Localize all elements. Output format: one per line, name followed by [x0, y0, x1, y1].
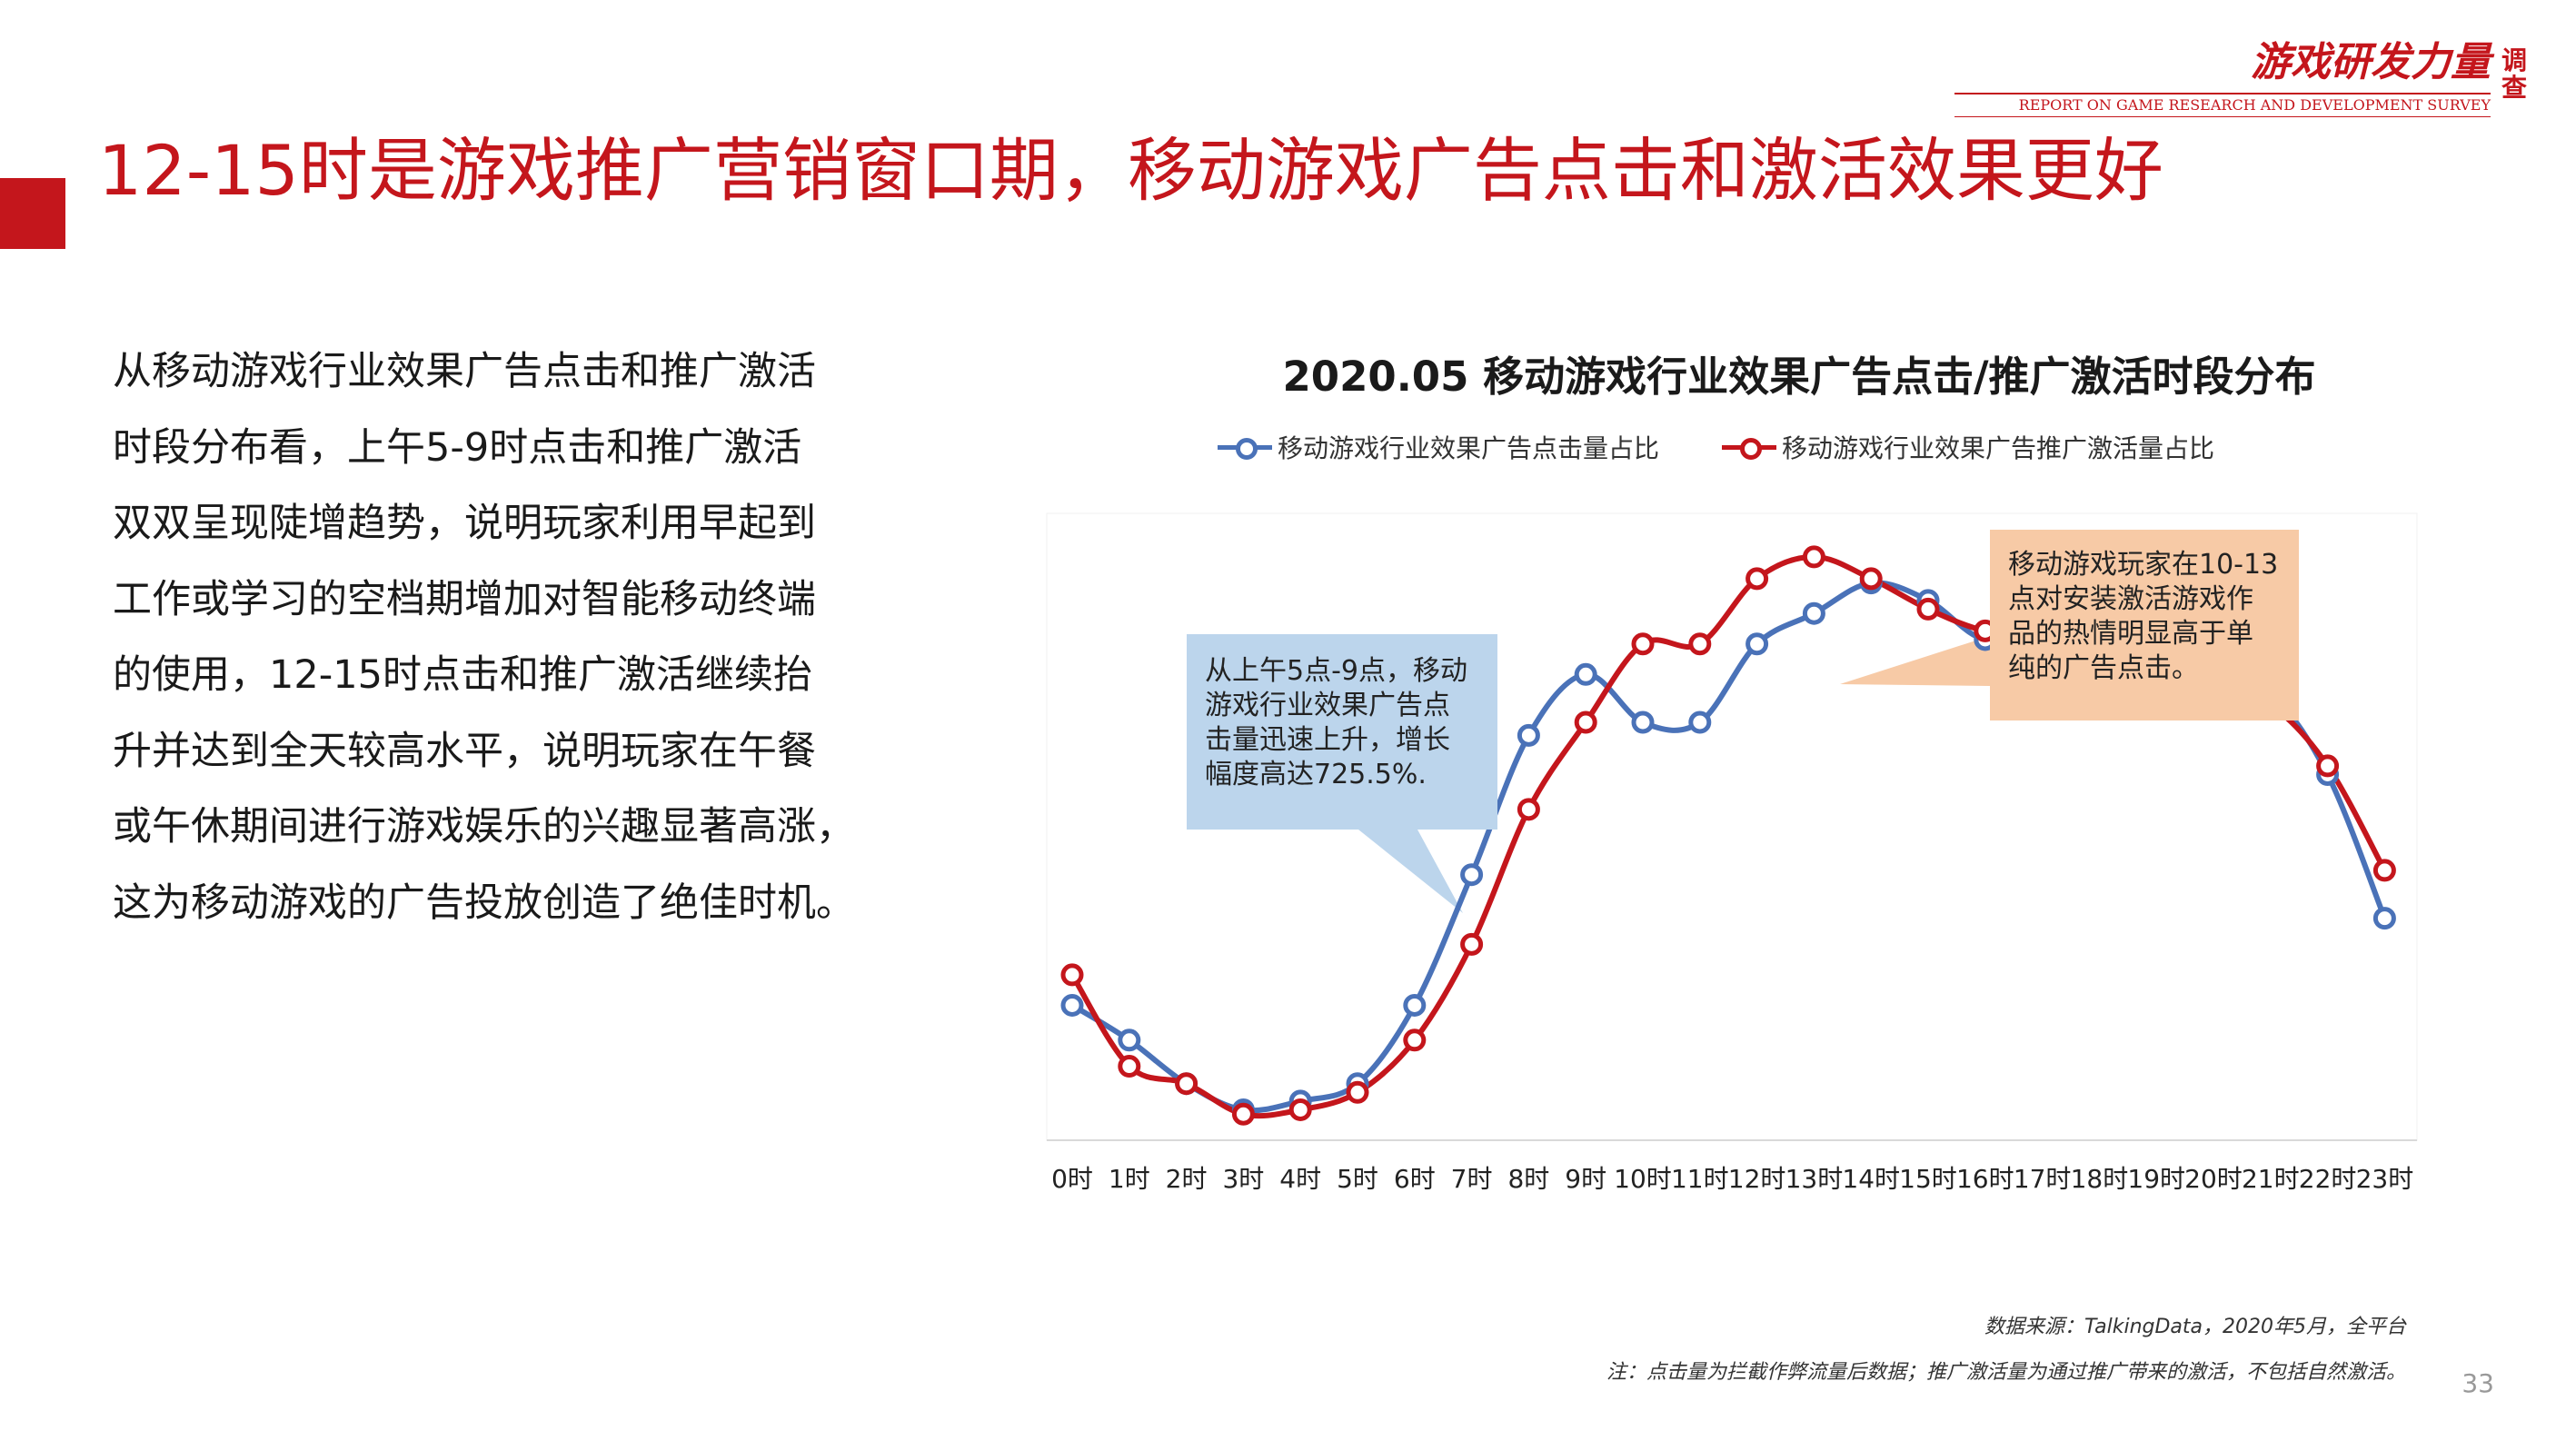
- x-tick-label: 3时: [1222, 1164, 1264, 1194]
- x-tick-label: 0时: [1051, 1164, 1093, 1194]
- legend-label: 移动游戏行业效果广告点击量占比: [1278, 433, 1660, 463]
- x-tick-label: 4时: [1279, 1164, 1321, 1194]
- x-tick-label: 9时: [1565, 1164, 1606, 1194]
- callout-right-pointer: [1840, 636, 1990, 686]
- data-point-activations: [1859, 567, 1883, 591]
- data-point-clicks: [1517, 723, 1540, 747]
- body-line: 或午休期间进行游戏娱乐的兴趣显著高涨，: [113, 804, 855, 850]
- x-tick-label: 10时: [1614, 1164, 1672, 1194]
- body-line: 的使用，12-15时点击和推广激活继续抬: [113, 652, 812, 698]
- x-tick-label: 19时: [2127, 1164, 2185, 1194]
- body-line: 这为移动游戏的广告投放创造了绝佳时机。: [113, 879, 855, 926]
- data-point-activations: [1746, 567, 1769, 591]
- data-point-clicks: [1631, 711, 1655, 734]
- data-point-activations: [1346, 1080, 1369, 1104]
- legend-label: 移动游戏行业效果广告推广激活量占比: [1782, 433, 2215, 463]
- title-accent-bar: [0, 178, 65, 249]
- footnote: 注：点击量为拦截作弊流量后数据；推广激活量为通过推广带来的激活，不包括自然激活。: [1606, 1361, 2406, 1384]
- data-point-clicks: [1802, 601, 1825, 625]
- page-title: 12-15时是游戏推广营销窗口期，移动游戏广告点击和激活效果更好: [98, 130, 2163, 211]
- x-tick-label: 8时: [1507, 1164, 1549, 1194]
- x-tick-label: 23时: [2356, 1164, 2414, 1194]
- data-point-clicks: [1746, 632, 1769, 656]
- data-point-clicks: [1688, 711, 1712, 734]
- data-point-activations: [1802, 545, 1825, 569]
- data-point-activations: [2316, 754, 2340, 778]
- page-number: 33: [2462, 1368, 2494, 1398]
- x-tick-label: 11时: [1671, 1164, 1729, 1194]
- x-tick-label: 13时: [1785, 1164, 1844, 1194]
- body-line: 从移动游戏行业效果广告点击和推广激活: [113, 349, 816, 394]
- body-paragraph: 从移动游戏行业效果广告点击和推广激活 时段分布看，上午5-9时点击和推广激活 双…: [113, 334, 876, 941]
- body-line: 双双呈现陡增趋势，说明玩家利用早起到: [113, 501, 816, 546]
- legend-item-activations: 移动游戏行业效果广告推广激活量占比: [1722, 429, 2214, 465]
- data-source: 数据来源：TalkingData，2020年5月，全平台: [1984, 1316, 2406, 1338]
- data-point-activations: [1403, 1029, 1427, 1052]
- legend-swatch-blue: [1218, 429, 1272, 465]
- body-line: 时段分布看，上午5-9时点击和推广激活: [113, 424, 802, 471]
- data-point-activations: [1175, 1072, 1198, 1096]
- x-tick-label: 6时: [1394, 1164, 1436, 1194]
- brand-subtitle: REPORT ON GAME RESEARCH AND DEVELOPMENT …: [2018, 96, 2491, 114]
- x-tick-label: 16时: [1956, 1164, 2014, 1194]
- data-point-activations: [2372, 859, 2396, 882]
- x-tick-label: 14时: [1842, 1164, 1900, 1194]
- data-point-activations: [1231, 1102, 1255, 1126]
- x-tick-label: 22时: [2299, 1164, 2357, 1194]
- callout-left: 从上午5点-9点，移动 游戏行业效果广告点 击量迅速上升，增长 幅度高达725.…: [1187, 634, 1497, 830]
- x-tick-label: 5时: [1337, 1164, 1378, 1194]
- data-point-activations: [1916, 597, 1940, 621]
- x-tick-label: 17时: [2014, 1164, 2072, 1194]
- brand-logo: 游戏研发力量 调查 REPORT ON GAME RESEARCH AND DE…: [1951, 38, 2532, 117]
- x-tick-label: 2时: [1166, 1164, 1208, 1194]
- callout-left-text: 从上午5点-9点，移动 游戏行业效果广告点 击量迅速上升，增长 幅度高达725.…: [1205, 655, 1467, 790]
- data-point-clicks: [1403, 993, 1427, 1017]
- data-point-clicks: [1460, 863, 1484, 887]
- x-tick-label: 12时: [1728, 1164, 1786, 1194]
- x-tick-label: 18时: [2071, 1164, 2129, 1194]
- data-point-activations: [1118, 1055, 1141, 1078]
- data-point-clicks: [2372, 907, 2396, 930]
- brand-name: 游戏研发力量: [2251, 39, 2491, 85]
- data-point-activations: [1460, 932, 1484, 956]
- data-point-activations: [1060, 963, 1084, 987]
- x-tick-label: 7时: [1451, 1164, 1493, 1194]
- brand-rule: [1954, 93, 2491, 94]
- legend-swatch-red: [1722, 429, 1776, 465]
- data-point-activations: [1688, 632, 1712, 656]
- x-tick-label: 21时: [2242, 1164, 2300, 1194]
- data-point-activations: [1288, 1098, 1312, 1121]
- x-tick-label: 20时: [2184, 1164, 2243, 1194]
- callout-right: 移动游戏玩家在10-13 点对安装激活游戏作 品的热情明显高于单 纯的广告点击。: [1990, 530, 2299, 720]
- callout-left-pointer: [1358, 830, 1463, 913]
- data-point-activations: [1631, 632, 1655, 656]
- brand-rule-2: [1954, 116, 2491, 117]
- legend-item-clicks: 移动游戏行业效果广告点击量占比: [1218, 429, 1659, 465]
- data-point-clicks: [1118, 1029, 1141, 1052]
- x-tick-label: 15时: [1899, 1164, 1957, 1194]
- data-point-clicks: [1060, 993, 1084, 1017]
- data-point-activations: [1574, 711, 1597, 734]
- data-point-activations: [1517, 798, 1540, 821]
- body-line: 工作或学习的空档期增加对智能移动终端: [113, 576, 816, 622]
- data-point-clicks: [1574, 662, 1597, 686]
- body-line: 升并达到全天较高水平，说明玩家在午餐: [113, 728, 816, 774]
- callout-right-text: 移动游戏玩家在10-13 点对安装激活游戏作 品的热情明显高于单 纯的广告点击。: [2008, 549, 2279, 684]
- x-tick-label: 1时: [1109, 1164, 1150, 1194]
- chart-title: 2020.05 移动游戏行业效果广告点击/推广激活时段分布: [1282, 353, 2316, 401]
- brand-side-text: 调查: [2501, 45, 2527, 103]
